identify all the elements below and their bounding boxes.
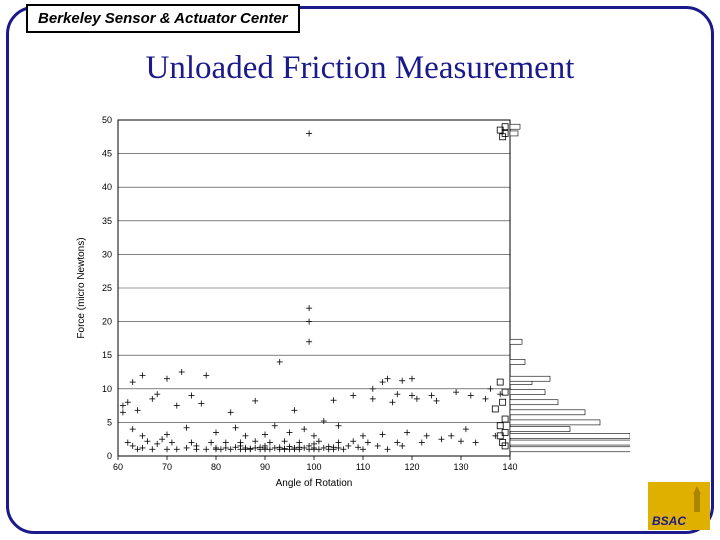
- chart-svg: 0 5 10 15 20 25 30 35 40 45 50 60 70 80 90 100 110 120 130…: [70, 110, 630, 490]
- svg-text:100: 100: [306, 462, 321, 472]
- svg-text:5: 5: [107, 417, 112, 427]
- svg-text:70: 70: [162, 462, 172, 472]
- friction-chart: 0 5 10 15 20 25 30 35 40 45 50 60 70 80 90 100 110 120 130…: [70, 110, 630, 490]
- svg-text:30: 30: [102, 249, 112, 259]
- svg-text:15: 15: [102, 350, 112, 360]
- svg-text:120: 120: [404, 462, 419, 472]
- svg-text:25: 25: [102, 283, 112, 293]
- svg-text:90: 90: [260, 462, 270, 472]
- svg-text:35: 35: [102, 216, 112, 226]
- svg-text:10: 10: [102, 384, 112, 394]
- svg-text:Angle of Rotation: Angle of Rotation: [276, 478, 353, 489]
- svg-text:40: 40: [102, 182, 112, 192]
- svg-text:80: 80: [211, 462, 221, 472]
- svg-text:Force (micro Newtons): Force (micro Newtons): [76, 237, 87, 338]
- bsac-logo: BSAC: [648, 482, 710, 530]
- svg-text:50: 50: [102, 115, 112, 125]
- slide-title: Unloaded Friction Measurement: [0, 50, 720, 87]
- header-label: Berkeley Sensor & Actuator Center: [38, 10, 288, 27]
- campanile-icon: [688, 486, 706, 512]
- svg-text:130: 130: [453, 462, 468, 472]
- svg-text:0: 0: [107, 451, 112, 461]
- svg-text:140: 140: [502, 462, 517, 472]
- svg-text:110: 110: [356, 462, 370, 472]
- svg-text:45: 45: [102, 149, 112, 159]
- svg-text:20: 20: [102, 317, 112, 327]
- svg-text:60: 60: [113, 462, 123, 472]
- logo-text: BSAC: [652, 514, 686, 528]
- header-box: Berkeley Sensor & Actuator Center: [26, 4, 300, 33]
